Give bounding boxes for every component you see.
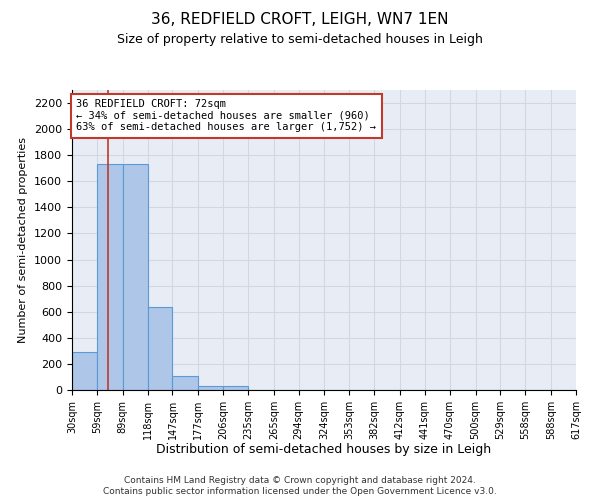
- Bar: [72, 352, 97, 390]
- Text: 36 REDFIELD CROFT: 72sqm
← 34% of semi-detached houses are smaller (960)
63% of : 36 REDFIELD CROFT: 72sqm ← 34% of semi-d…: [76, 99, 376, 132]
- Y-axis label: Number of semi-detached properties: Number of semi-detached properties: [19, 137, 28, 343]
- Bar: [97, 164, 122, 390]
- Text: Distribution of semi-detached houses by size in Leigh: Distribution of semi-detached houses by …: [157, 442, 491, 456]
- Bar: [198, 386, 223, 390]
- Text: Size of property relative to semi-detached houses in Leigh: Size of property relative to semi-detach…: [117, 32, 483, 46]
- Text: 36, REDFIELD CROFT, LEIGH, WN7 1EN: 36, REDFIELD CROFT, LEIGH, WN7 1EN: [151, 12, 449, 28]
- Bar: [122, 164, 148, 390]
- Bar: [172, 376, 198, 390]
- Bar: [148, 306, 172, 390]
- Text: Contains public sector information licensed under the Open Government Licence v3: Contains public sector information licen…: [103, 488, 497, 496]
- Bar: [223, 386, 248, 390]
- Text: Contains HM Land Registry data © Crown copyright and database right 2024.: Contains HM Land Registry data © Crown c…: [124, 476, 476, 485]
